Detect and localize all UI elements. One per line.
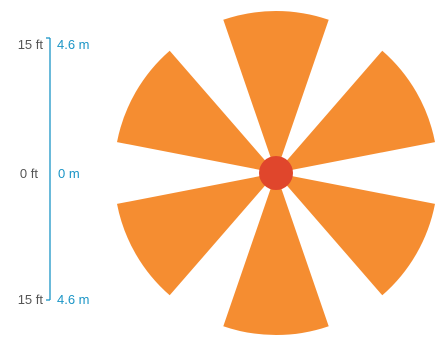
spray-petal	[276, 173, 435, 296]
scale-top-m-label: 4.6 m	[57, 37, 90, 52]
spray-petal	[276, 50, 435, 174]
distance-scale: 15 ft 4.6 m 0 ft 0 m 15 ft 4.6 m	[18, 37, 90, 307]
scale-middle-ft-label: 0 ft	[20, 166, 38, 181]
spray-petal	[117, 173, 276, 296]
scale-top-ft-label: 15 ft	[18, 37, 44, 52]
scale-bottom-m-label: 4.6 m	[57, 292, 90, 307]
scale-middle-m-label: 0 m	[58, 166, 80, 181]
scale-bottom-ft-label: 15 ft	[18, 292, 44, 307]
spray-petal	[117, 50, 276, 174]
nozzle-center-dot	[259, 156, 293, 190]
spray-petals	[117, 10, 435, 336]
spray-petal	[223, 10, 329, 173]
spray-petal	[223, 173, 329, 336]
